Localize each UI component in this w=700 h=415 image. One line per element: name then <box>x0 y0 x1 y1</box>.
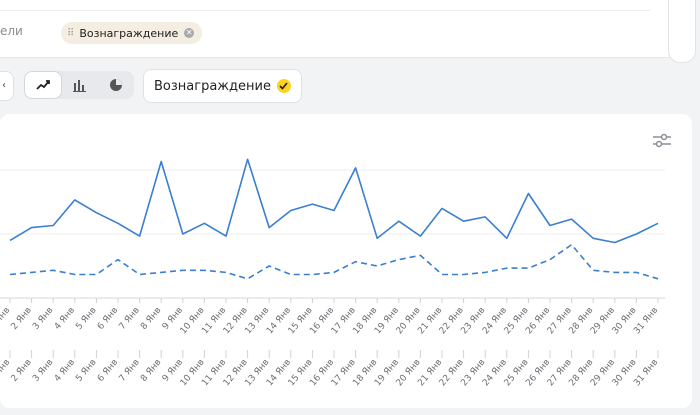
filters-panel: ели ⠿ Вознаграждение ✕ <box>0 0 688 58</box>
divider <box>0 10 650 11</box>
pie-chart-icon <box>110 79 122 91</box>
series-line-1 <box>9 158 659 244</box>
bar-chart-icon <box>73 80 86 92</box>
drag-handle-icon[interactable]: ⠿ <box>67 27 74 39</box>
metric-selector-label: Вознаграждение <box>154 78 271 94</box>
x-tick-label: 4 Янв <box>53 306 77 332</box>
x-tick-label-lower: 6 Янв <box>96 358 120 384</box>
series-line-2 <box>9 243 659 280</box>
line-chart-icon <box>36 80 50 90</box>
chart-type-switcher <box>24 71 134 99</box>
bar-chart-button[interactable] <box>62 71 98 99</box>
settings-sliders-icon[interactable] <box>652 132 672 150</box>
metric-chip[interactable]: ⠿ Вознаграждение ✕ <box>61 22 203 44</box>
panel-edge <box>668 0 696 63</box>
x-tick-label: 3 Янв <box>31 306 55 332</box>
x-tick-label: 1 Янв <box>0 306 12 332</box>
pie-chart-button[interactable] <box>98 71 134 99</box>
x-tick-label-lower: 8 Янв <box>139 358 163 384</box>
metric-chip-label: Вознаграждение <box>79 26 179 40</box>
remove-chip-icon[interactable]: ✕ <box>184 28 195 38</box>
x-tick-label: 5 Янв <box>74 306 98 332</box>
check-icon <box>276 79 291 93</box>
metrics-label: ели <box>0 24 23 38</box>
x-tick-label: 6 Янв <box>96 306 120 332</box>
x-tick-label-lower: 3 Янв <box>31 358 55 384</box>
prev-button[interactable]: ‹ <box>0 71 14 101</box>
x-tick-label-lower: 5 Янв <box>74 358 98 384</box>
x-tick-label: 7 Янв <box>118 306 142 332</box>
x-tick-label-lower: 7 Янв <box>118 358 142 384</box>
x-tick-label-lower: 2 Янв <box>10 358 34 384</box>
metric-selector-button[interactable]: Вознаграждение <box>143 69 302 103</box>
x-tick-label-lower: 4 Янв <box>53 358 77 384</box>
x-tick-label: 8 Янв <box>139 306 163 332</box>
x-tick-label: 2 Янв <box>10 306 34 332</box>
line-chart-button[interactable] <box>24 71 62 99</box>
x-tick-label-lower: 1 Янв <box>0 358 12 384</box>
